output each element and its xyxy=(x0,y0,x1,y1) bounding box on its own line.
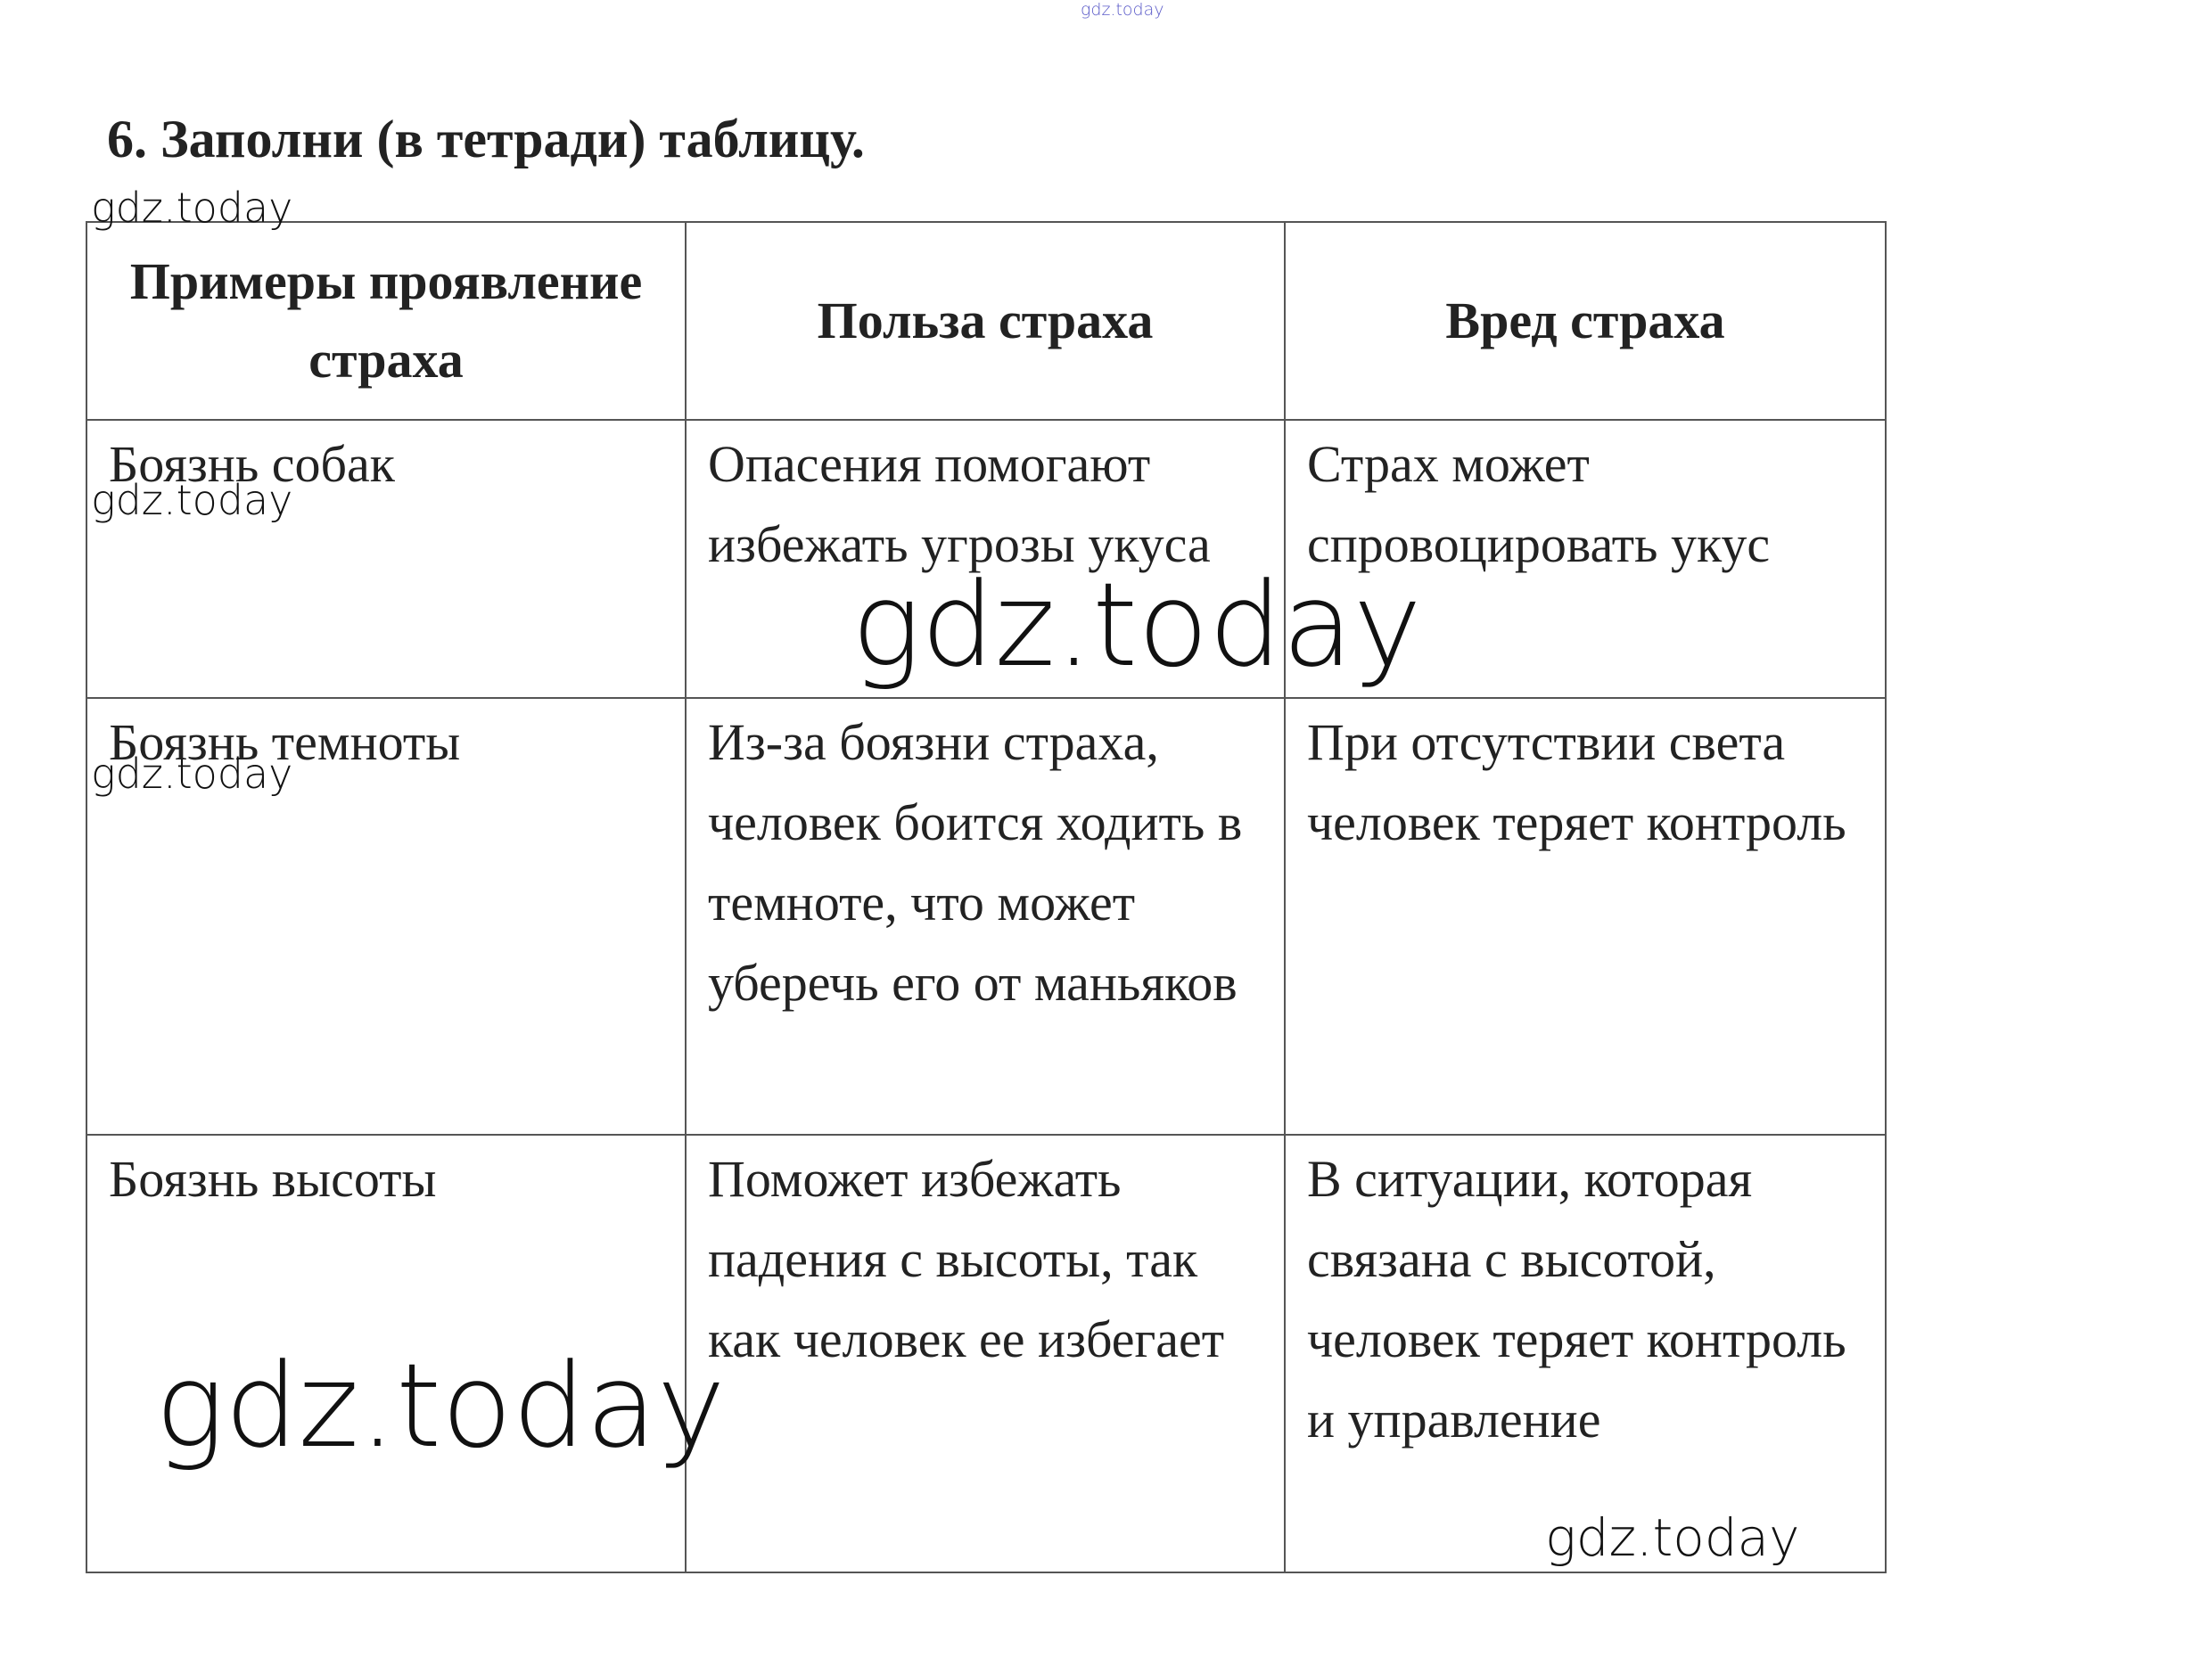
cell: Боязнь высоты xyxy=(86,1134,687,1573)
cell: Страх может спровоцировать укус xyxy=(1284,419,1887,699)
watermark: gdz.today xyxy=(91,184,293,232)
cell: Боязнь темноты xyxy=(86,697,687,1136)
watermark: gdz.today xyxy=(851,557,1422,693)
row: Боязнь темноты Из-за боязни страха, чело… xyxy=(86,697,1887,1136)
header-cell: Вред страха xyxy=(1284,221,1887,421)
row: Боязнь собак Опасения помогают избежать … xyxy=(86,419,1887,699)
watermark: gdz.today xyxy=(1081,0,1164,20)
cell: В ситуации, которая связана с высотой, ч… xyxy=(1284,1134,1887,1573)
watermark: gdz.today xyxy=(91,476,293,524)
cell: Боязнь собак xyxy=(86,419,687,699)
header-cell: Примеры проявление страха xyxy=(86,221,687,421)
task-title: 6. Заполни (в тетради) таблицу. xyxy=(107,110,865,168)
row: Боязнь высоты Поможет избежать падения с… xyxy=(86,1134,1887,1573)
cell: Из-за боязни страха, человек боится ходи… xyxy=(685,697,1286,1136)
header-cell: Польза страха xyxy=(685,221,1286,421)
cell: Поможет избежать падения с высоты, так к… xyxy=(685,1134,1286,1573)
watermark: gdz.today xyxy=(1545,1507,1800,1568)
watermark: gdz.today xyxy=(91,750,293,798)
cell: Опасения помогают избежать угрозы укуса xyxy=(685,419,1286,699)
header-row: Примеры проявление страха Польза страха … xyxy=(86,221,1887,421)
cell: При отсутствии света человек теряет конт… xyxy=(1284,697,1887,1136)
watermark: gdz.today xyxy=(155,1338,726,1473)
fear-table: Примеры проявление страха Польза страха … xyxy=(86,221,1887,1573)
